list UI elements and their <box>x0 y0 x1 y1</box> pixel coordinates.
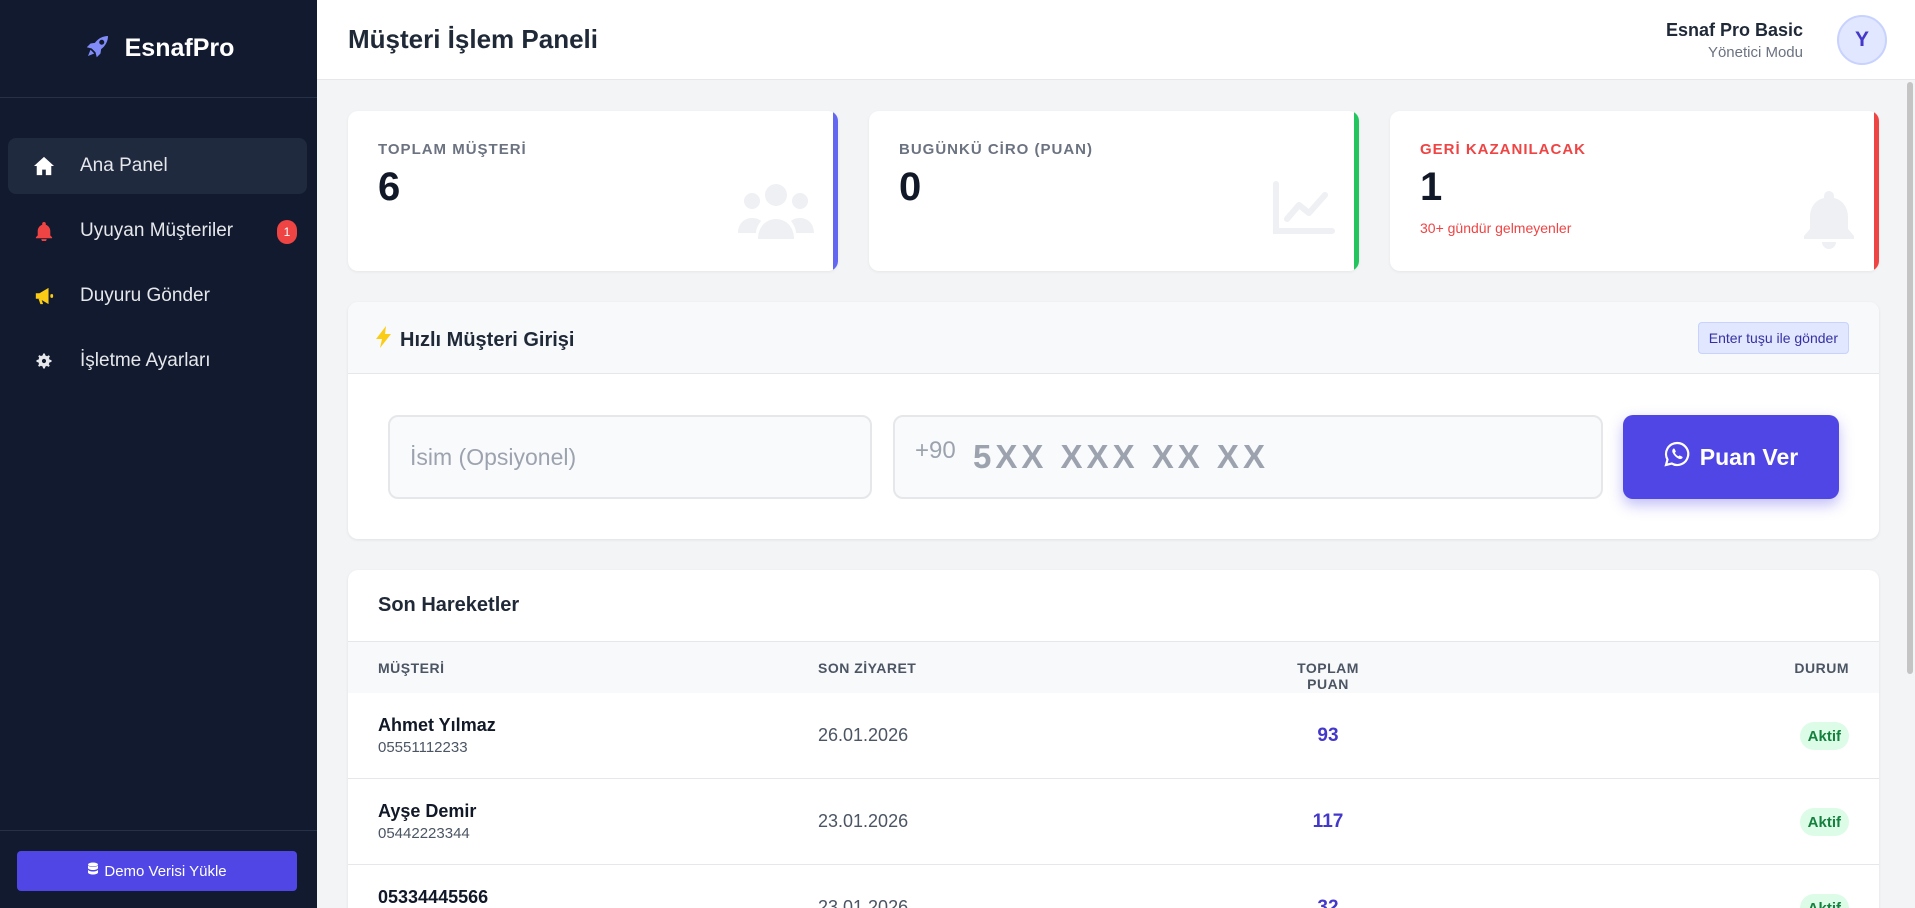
column-header-customer[interactable]: MÜŞTERİ <box>378 660 445 676</box>
customer-name: Ayşe Demir <box>378 801 477 821</box>
sidebar-nav: Ana Panel Uyuyan Müşteriler 1 Duyuru Gön… <box>0 98 317 389</box>
stat-subtitle: 30+ gündür gelmeyenler <box>1420 220 1572 236</box>
stat-card-total-customers: TOPLAM MÜŞTERİ 6 <box>348 111 838 271</box>
last-visit-date: 26.01.2026 <box>818 725 909 745</box>
sidebar-item-label: Uyuyan Müşteriler <box>80 220 234 241</box>
quick-entry-header: Hızlı Müşteri Girişi Enter tuşu ile gönd… <box>348 302 1879 374</box>
phone-input[interactable] <box>973 427 1573 487</box>
quick-entry-title-text: Hızlı Müşteri Girişi <box>400 328 575 351</box>
stat-label: GERİ KAZANILACAK <box>1420 141 1586 158</box>
sidebar-item-label: Duyuru Gönder <box>80 285 210 306</box>
customer-name: Ahmet Yılmaz <box>378 715 496 735</box>
recent-activity-panel: Son Hareketler MÜŞTERİ SON ZİYARET TOPLA… <box>348 570 1879 908</box>
customer-name: 05334445566 <box>378 887 489 907</box>
rocket-icon <box>83 31 113 66</box>
give-points-button[interactable]: Puan Ver <box>1623 415 1839 499</box>
bell-icon <box>32 219 56 243</box>
give-points-button-label: Puan Ver <box>1699 443 1799 470</box>
table-header: MÜŞTERİ SON ZİYARET TOPLAM PUAN DURUM <box>348 641 1879 693</box>
top-header: Müşteri İşlem Paneli Esnaf Pro Basic Yön… <box>317 0 1915 80</box>
phone-prefix: +90 <box>915 437 956 464</box>
avatar[interactable]: Y <box>1837 15 1887 65</box>
user-info: Esnaf Pro Basic Yönetici Modu <box>1666 20 1803 61</box>
whatsapp-icon <box>1664 441 1690 473</box>
demo-data-button-label: Demo Verisi Yükle <box>104 862 227 880</box>
status-badge: Aktif <box>1799 722 1849 750</box>
lightning-icon <box>376 326 392 354</box>
customer-phone: 05442223344 <box>378 825 470 842</box>
customer-phone: 05551112233 <box>378 739 468 756</box>
user-role: Yönetici Modu <box>1707 44 1803 61</box>
demo-data-button[interactable]: Demo Verisi Yükle <box>17 851 297 891</box>
home-icon <box>32 154 56 178</box>
status-badge: Aktif <box>1799 894 1849 908</box>
stat-value: 1 <box>1420 165 1443 209</box>
total-points: 32 <box>1317 897 1339 908</box>
brand[interactable]: EsnafPro <box>0 0 317 98</box>
table-row[interactable]: Ahmet Yılmaz 05551112233 26.01.2026 93 A… <box>348 693 1879 779</box>
stat-label: TOPLAM MÜŞTERİ <box>378 141 527 158</box>
chart-line-icon <box>1273 181 1335 242</box>
page-title: Müşteri İşlem Paneli <box>348 24 598 54</box>
stat-value: 6 <box>378 165 401 209</box>
phone-field[interactable]: +90 <box>893 415 1603 499</box>
stat-accent-bar <box>833 111 838 271</box>
column-header-last-visit[interactable]: SON ZİYARET <box>818 660 917 676</box>
sidebar-footer: Demo Verisi Yükle <box>0 830 317 908</box>
table-row[interactable]: Ayşe Demir 05442223344 23.01.2026 117 Ak… <box>348 779 1879 865</box>
gear-icon <box>32 349 56 373</box>
recent-activity-title: Son Hareketler <box>378 594 520 616</box>
last-visit-date: 23.01.2026 <box>818 811 909 831</box>
quick-entry-title: Hızlı Müşteri Girişi <box>376 326 574 354</box>
bell-icon <box>1801 189 1857 254</box>
sidebar-item-uyuyan-musteriler[interactable]: Uyuyan Müşteriler 1 <box>8 203 307 259</box>
sidebar-item-ana-panel[interactable]: Ana Panel <box>8 138 307 194</box>
enter-hint-badge: Enter tuşu ile gönder <box>1697 322 1849 354</box>
sidebar-item-label: İşletme Ayarları <box>80 350 211 371</box>
table-row[interactable]: 05334445566 23.01.2026 32 Aktif <box>348 865 1879 908</box>
status-badge: Aktif <box>1799 808 1849 836</box>
column-header-total-points[interactable]: TOPLAM PUAN <box>1297 660 1359 692</box>
megaphone-icon <box>32 284 56 308</box>
stat-value: 0 <box>899 165 922 209</box>
scrollbar-thumb[interactable] <box>1907 82 1913 674</box>
brand-name: EsnafPro <box>124 34 235 62</box>
total-points: 117 <box>1312 811 1344 832</box>
sidebar: EsnafPro Ana Panel Uyuyan Müşteriler 1 D… <box>0 0 317 908</box>
notification-badge: 1 <box>277 220 297 244</box>
stat-card-win-back: GERİ KAZANILACAK 1 30+ gündür gelmeyenle… <box>1390 111 1879 271</box>
sidebar-item-isletme-ayarlari[interactable]: İşletme Ayarları <box>8 333 307 389</box>
stat-label: BUGÜNKÜ CİRO (PUAN) <box>899 141 1093 158</box>
sidebar-item-duyuru-gonder[interactable]: Duyuru Gönder <box>8 268 307 324</box>
name-input[interactable] <box>388 415 872 499</box>
stat-accent-bar <box>1354 111 1359 271</box>
stat-card-today-revenue: BUGÜNKÜ CİRO (PUAN) 0 <box>869 111 1359 271</box>
total-points: 93 <box>1317 725 1339 746</box>
column-header-status[interactable]: DURUM <box>1794 660 1849 676</box>
last-visit-date: 23.01.2026 <box>818 897 909 908</box>
user-plan: Esnaf Pro Basic <box>1665 20 1803 40</box>
quick-entry-panel: Hızlı Müşteri Girişi Enter tuşu ile gönd… <box>348 302 1879 539</box>
database-icon <box>87 862 99 880</box>
sidebar-item-label: Ana Panel <box>80 155 168 176</box>
stat-accent-bar <box>1874 111 1879 271</box>
users-icon <box>738 181 814 248</box>
